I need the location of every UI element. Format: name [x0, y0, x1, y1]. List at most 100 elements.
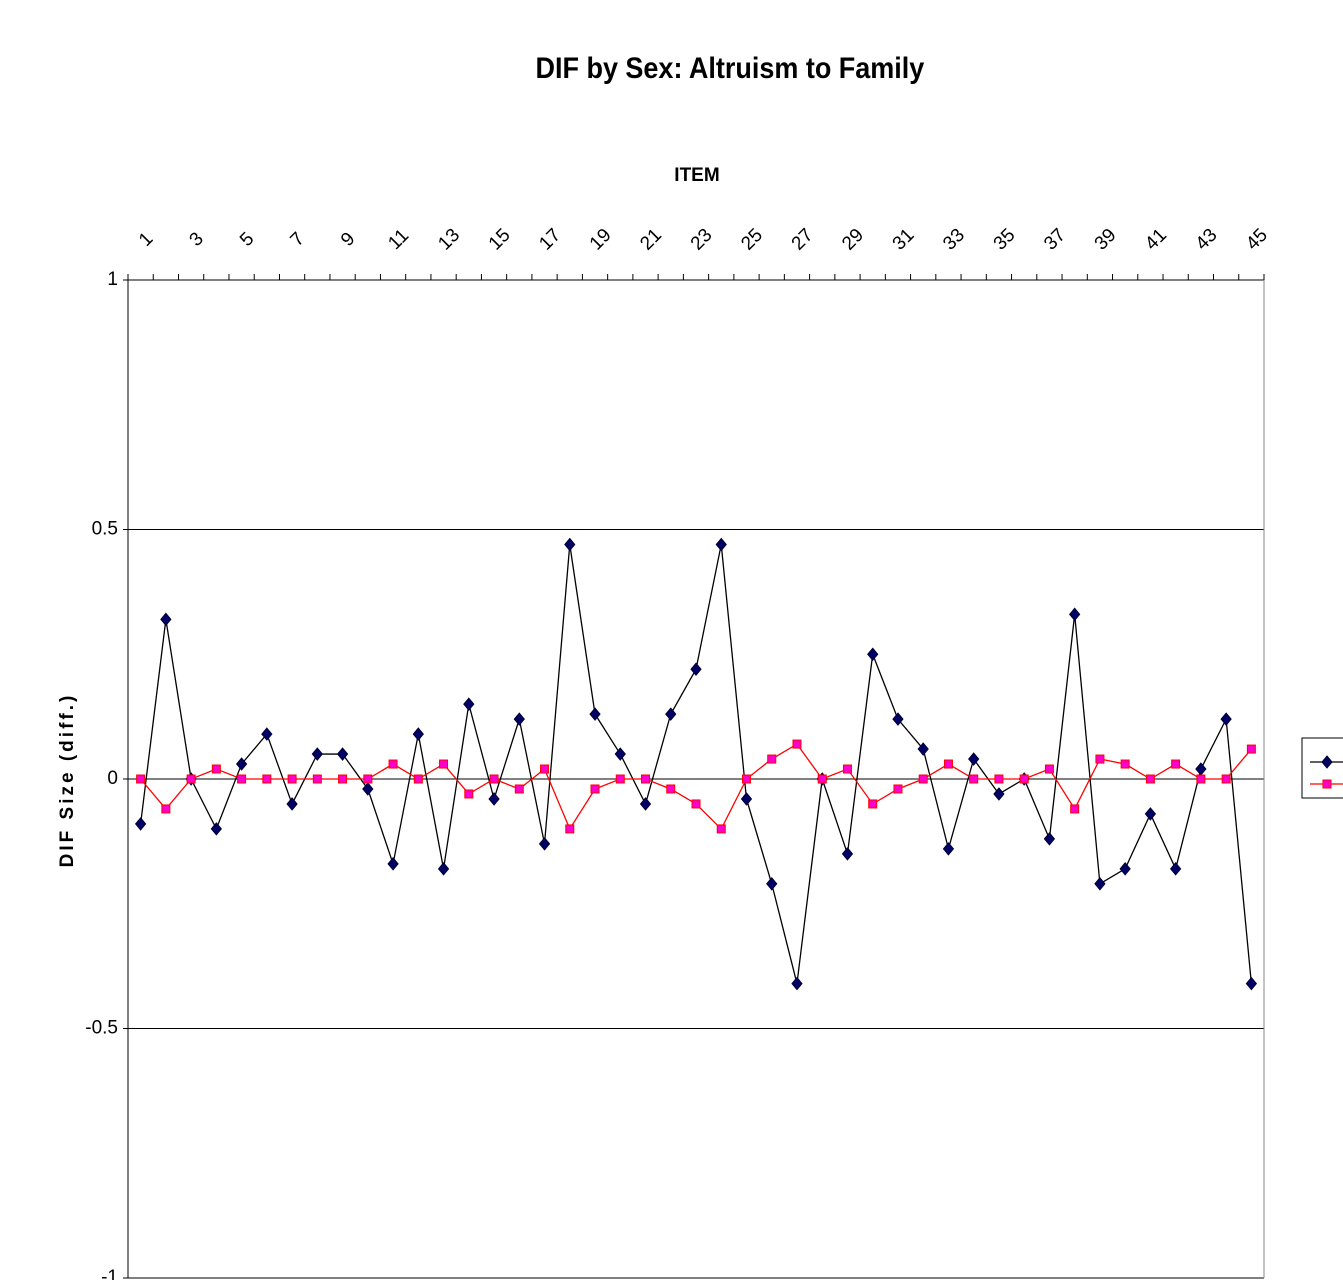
x-tick-label: 21 — [636, 225, 666, 255]
data-point — [1245, 976, 1258, 991]
data-point — [715, 537, 727, 552]
x-tick-label: 41 — [1141, 225, 1171, 255]
data-point — [1044, 764, 1054, 774]
y-tick-label: 0.5 — [92, 519, 118, 540]
data-point — [767, 754, 777, 764]
legend-box — [1301, 737, 1343, 799]
y-tick-label: 1 — [107, 269, 118, 290]
data-point — [564, 537, 576, 552]
y-tick-label: -1 — [101, 1267, 118, 1280]
data-point — [918, 774, 928, 784]
data-point — [590, 784, 600, 794]
y-tick-label: -0.5 — [85, 1018, 118, 1039]
data-point — [1043, 832, 1056, 846]
data-point — [514, 784, 524, 794]
x-tick-label: 3 — [186, 228, 208, 250]
data-point — [286, 797, 298, 811]
data-point — [262, 774, 272, 784]
data-point — [942, 842, 955, 856]
data-point — [387, 857, 399, 871]
x-tick-label: 25 — [737, 225, 767, 255]
data-point — [615, 774, 625, 784]
data-point — [841, 847, 854, 861]
data-point — [1195, 762, 1207, 776]
series-line — [139, 544, 1253, 984]
data-point — [186, 774, 196, 784]
data-point — [666, 784, 676, 794]
data-point — [691, 799, 701, 809]
data-point — [488, 792, 500, 806]
data-point — [312, 774, 322, 784]
data-point — [1144, 807, 1157, 821]
data-point — [464, 789, 474, 799]
data-point — [868, 799, 878, 809]
x-tick-label: 27 — [788, 225, 818, 255]
data-point — [716, 824, 726, 834]
x-tick-label: 43 — [1192, 225, 1222, 255]
data-point — [1119, 862, 1131, 876]
data-point — [261, 727, 273, 741]
data-point — [1095, 754, 1105, 764]
x-tick-label: 1 — [135, 228, 157, 250]
data-point — [791, 976, 803, 991]
data-point — [211, 764, 221, 774]
data-point — [614, 747, 626, 761]
data-point — [1171, 759, 1181, 769]
x-tick-label: 23 — [687, 225, 717, 255]
data-point — [439, 759, 449, 769]
data-point — [538, 837, 551, 851]
data-point — [160, 612, 172, 627]
x-tick-label: 35 — [990, 225, 1020, 255]
x-tick-label: 31 — [889, 225, 919, 255]
x-axis-label: ITEM — [674, 165, 719, 186]
data-point — [741, 774, 751, 784]
x-tick-label: 29 — [838, 225, 868, 255]
x-tick-label: 17 — [535, 225, 565, 255]
data-point — [489, 774, 499, 784]
data-point — [1221, 774, 1231, 784]
x-tick-label: 45 — [1242, 225, 1272, 255]
data-point — [413, 774, 423, 784]
data-point — [1145, 774, 1155, 784]
data-point — [993, 787, 1005, 801]
series-line — [140, 743, 1252, 831]
x-tick-label: 13 — [434, 225, 464, 255]
data-point — [766, 877, 778, 891]
data-point — [134, 817, 147, 831]
data-point — [136, 774, 146, 784]
y-axis-label: DIF Size (diff.) — [57, 693, 78, 868]
data-point — [639, 797, 652, 811]
data-point — [867, 647, 879, 662]
data-point — [917, 742, 929, 756]
data-point — [968, 752, 980, 766]
x-tick-label: 11 — [384, 225, 413, 254]
x-tick-label: 33 — [939, 225, 969, 255]
data-point — [287, 774, 297, 784]
data-point — [1069, 607, 1081, 622]
x-tick-label: 15 — [485, 225, 515, 255]
data-point — [792, 739, 802, 749]
chart-title: DIF by Sex: Altruism to Family — [536, 52, 925, 86]
data-point — [437, 862, 450, 876]
data-point — [565, 824, 575, 834]
data-point — [589, 707, 601, 721]
data-point — [893, 784, 903, 794]
data-point — [362, 782, 374, 796]
data-point — [235, 757, 248, 771]
data-point — [817, 774, 827, 784]
data-point — [363, 774, 373, 784]
data-point — [1196, 774, 1206, 784]
data-point — [892, 712, 904, 726]
legend-marker — [1321, 755, 1333, 769]
data-point — [463, 697, 475, 711]
data-point — [1169, 862, 1182, 876]
data-point — [1220, 712, 1232, 726]
data-point — [943, 759, 953, 769]
x-tick-label: 9 — [337, 228, 359, 250]
data-point — [969, 774, 979, 784]
data-point — [690, 662, 702, 677]
data-point — [513, 712, 525, 726]
data-point — [1019, 774, 1029, 784]
